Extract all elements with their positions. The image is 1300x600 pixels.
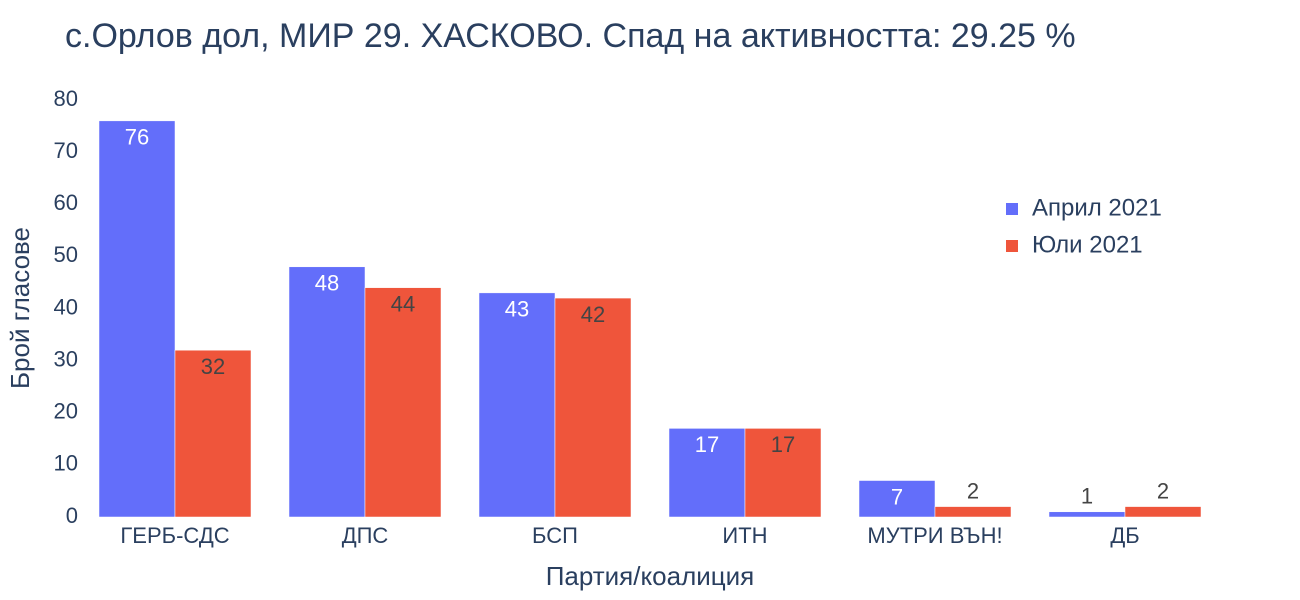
bar — [744, 428, 822, 518]
y-tick-label: 0 — [66, 503, 78, 528]
y-tick-label: 10 — [54, 451, 78, 476]
y-axis-title: Брой гласове — [5, 227, 35, 389]
value-label: 44 — [391, 291, 415, 316]
x-tick-label: БСП — [532, 523, 578, 548]
value-label: 32 — [201, 354, 225, 379]
value-label: 2 — [1157, 478, 1169, 503]
y-tick-label: 20 — [54, 399, 78, 424]
value-label: 17 — [771, 432, 795, 457]
value-label: 2 — [967, 478, 979, 503]
x-tick-label: ДПС — [342, 523, 389, 548]
value-label: 48 — [315, 271, 339, 296]
x-axis-title: Партия/коалиция — [546, 561, 755, 591]
bar — [1048, 511, 1126, 518]
bar — [288, 266, 366, 518]
value-label: 42 — [581, 302, 605, 327]
y-tick-label: 30 — [54, 346, 78, 371]
x-tick-label: ГЕРБ-СДС — [120, 523, 229, 548]
value-label: 43 — [505, 297, 529, 322]
value-label: 17 — [695, 432, 719, 457]
value-label: 76 — [125, 125, 149, 150]
x-tick-label: ИТН — [722, 523, 767, 548]
x-tick-label: МУТРИ ВЪН! — [867, 523, 1002, 548]
bar — [668, 428, 746, 518]
bar — [858, 480, 936, 518]
y-tick-label: 60 — [54, 190, 78, 215]
chart-title: с.Орлов дол, МИР 29. ХАСКОВО. Спад на ак… — [65, 17, 1076, 55]
y-tick-label: 50 — [54, 242, 78, 267]
legend-label: Април 2021 — [1032, 194, 1162, 221]
x-tick-label: ДБ — [1110, 523, 1139, 548]
legend-swatch — [1006, 203, 1018, 215]
y-tick-label: 70 — [54, 138, 78, 163]
bar — [174, 349, 252, 518]
y-tick-label: 80 — [54, 86, 78, 111]
bar — [98, 120, 176, 518]
value-label: 7 — [891, 484, 903, 509]
bar — [364, 287, 442, 518]
legend-label: Юли 2021 — [1032, 231, 1143, 258]
bar — [934, 506, 1012, 518]
value-label: 1 — [1081, 484, 1093, 509]
y-tick-label: 40 — [54, 294, 78, 319]
legend-swatch — [1006, 240, 1018, 252]
bar — [1124, 506, 1202, 518]
bar — [554, 297, 632, 518]
bar — [478, 292, 556, 518]
